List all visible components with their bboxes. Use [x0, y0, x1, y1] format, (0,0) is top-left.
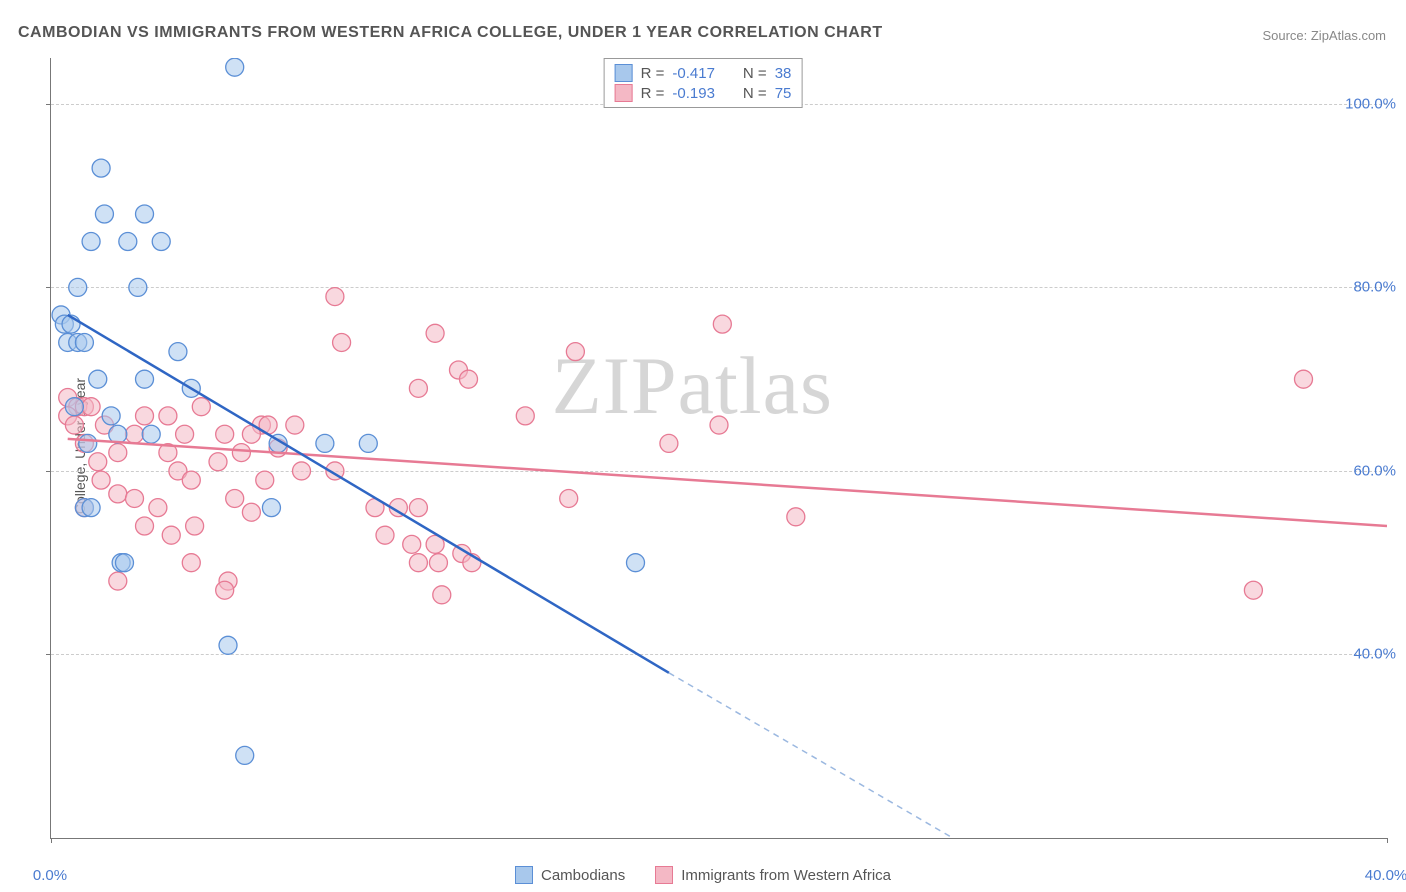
correlation-legend: R = -0.417 N = 38 R = -0.193 N = 75: [604, 58, 803, 108]
r-value: -0.193: [672, 85, 715, 102]
n-value: 75: [775, 85, 792, 102]
legend-row-cambodians: R = -0.417 N = 38: [615, 63, 792, 83]
n-label: N =: [743, 85, 767, 102]
r-label: R =: [641, 65, 665, 82]
chart-title: CAMBODIAN VS IMMIGRANTS FROM WESTERN AFR…: [18, 24, 883, 42]
plot-area: ZIPatlas: [50, 58, 1387, 839]
legend-swatch-icon: [615, 84, 633, 102]
legend-label: Cambodians: [541, 867, 625, 884]
legend-swatch-icon: [615, 64, 633, 82]
source-label: Source: ZipAtlas.com: [1262, 28, 1386, 43]
scatter-svg: [51, 58, 1387, 838]
legend-row-western-africa: R = -0.193 N = 75: [615, 83, 792, 103]
x-tick-label: 40.0%: [1365, 867, 1406, 884]
legend-label: Immigrants from Western Africa: [681, 867, 891, 884]
r-value: -0.417: [672, 65, 715, 82]
legend-item-cambodians: Cambodians: [515, 866, 625, 884]
legend-swatch-icon: [655, 866, 673, 884]
series-legend: Cambodians Immigrants from Western Afric…: [515, 866, 891, 884]
legend-item-western-africa: Immigrants from Western Africa: [655, 866, 891, 884]
n-value: 38: [775, 65, 792, 82]
x-tick-label: 0.0%: [33, 867, 67, 884]
n-label: N =: [743, 65, 767, 82]
r-label: R =: [641, 85, 665, 102]
legend-swatch-icon: [515, 866, 533, 884]
